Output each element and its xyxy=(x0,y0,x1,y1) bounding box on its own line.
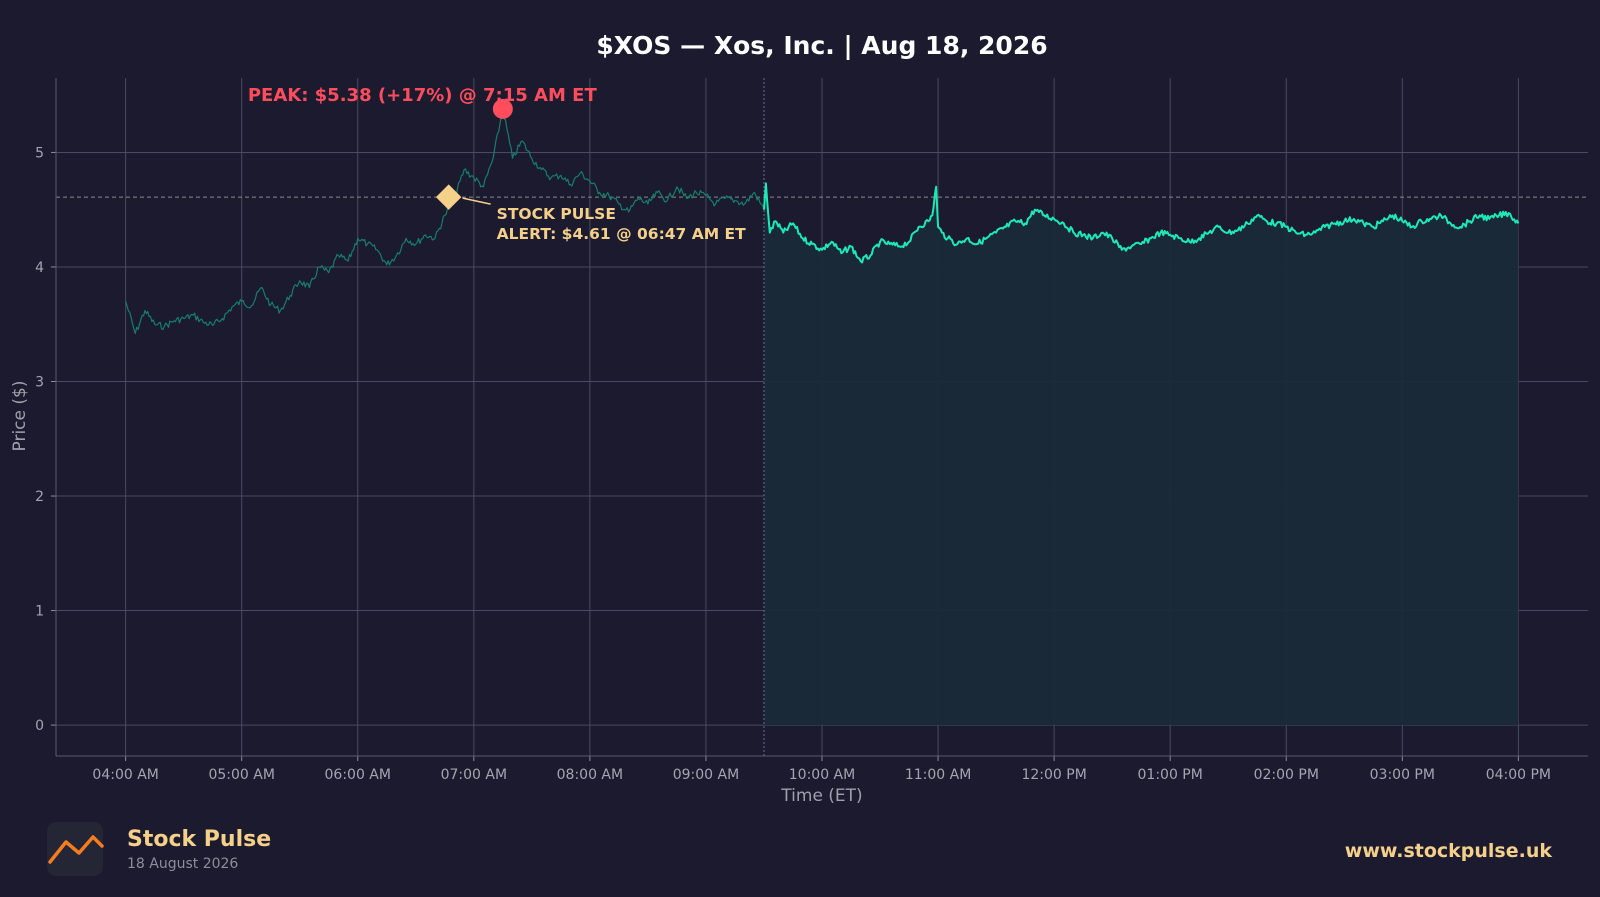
y-tick-label: 1 xyxy=(35,604,44,620)
x-tick-label: 07:00 AM xyxy=(441,767,507,783)
chart-title: $XOS — Xos, Inc. | Aug 18, 2026 xyxy=(596,31,1047,60)
y-tick-label: 0 xyxy=(35,718,44,734)
annotations: PEAK: $5.38 (+17%) @ 7:15 AM ET STOCK PU… xyxy=(248,85,746,243)
regular-session-fill xyxy=(764,183,1519,726)
y-axis-label: Price ($) xyxy=(10,381,30,452)
x-tick-label: 04:00 AM xyxy=(92,767,158,783)
peak-label: PEAK: $5.38 (+17%) @ 7:15 AM ET xyxy=(248,85,598,106)
y-tick-label: 4 xyxy=(35,260,44,276)
brand-name: Stock Pulse xyxy=(127,827,271,852)
x-tick-label: 08:00 AM xyxy=(557,767,623,783)
x-tick-label: 05:00 AM xyxy=(208,767,274,783)
x-tick-label: 10:00 AM xyxy=(789,767,855,783)
axes xyxy=(51,78,1588,761)
reference-line-layer xyxy=(56,78,1588,756)
plot-area: 04:00 AM 05:00 AM 06:00 AM 07:00 AM 08:00 AM… xyxy=(35,78,1588,783)
x-tick-label: 09:00 AM xyxy=(673,767,739,783)
x-tick-label: 06:00 AM xyxy=(325,767,391,783)
x-tick-label: 11:00 AM xyxy=(905,767,971,783)
tick-labels: 04:00 AM 05:00 AM 06:00 AM 07:00 AM 08:00 AM… xyxy=(35,145,1551,783)
brand-date: 18 August 2026 xyxy=(127,856,238,872)
y-tick-label: 2 xyxy=(35,489,44,505)
peak-marker xyxy=(492,98,513,119)
x-tick-label: 01:00 PM xyxy=(1138,767,1203,783)
y-tick-label: 5 xyxy=(35,145,44,161)
x-tick-label: 03:00 PM xyxy=(1370,767,1435,783)
x-axis-label: Time (ET) xyxy=(780,786,862,806)
alert-label-line1: STOCK PULSE xyxy=(497,205,616,223)
y-tick-label: 3 xyxy=(35,374,44,390)
x-tick-label: 04:00 PM xyxy=(1486,767,1551,783)
alert-leader-line xyxy=(462,197,491,205)
footer: Stock Pulse 18 August 2026 www.stockpuls… xyxy=(47,822,1552,876)
x-tick-label: 02:00 PM xyxy=(1254,767,1319,783)
regular-session-area xyxy=(764,183,1519,726)
price-lines xyxy=(125,108,1520,334)
x-tick-label: 12:00 PM xyxy=(1021,767,1086,783)
website-link[interactable]: www.stockpulse.uk xyxy=(1345,840,1553,862)
brand-logo-icon xyxy=(47,822,104,876)
alert-label-line2: ALERT: $4.61 @ 06:47 AM ET xyxy=(497,225,746,243)
alert-diamond-marker xyxy=(435,184,462,210)
regular-session-line xyxy=(763,182,1520,264)
logo-trend-line xyxy=(48,835,104,864)
premarket-session-line xyxy=(125,108,765,334)
